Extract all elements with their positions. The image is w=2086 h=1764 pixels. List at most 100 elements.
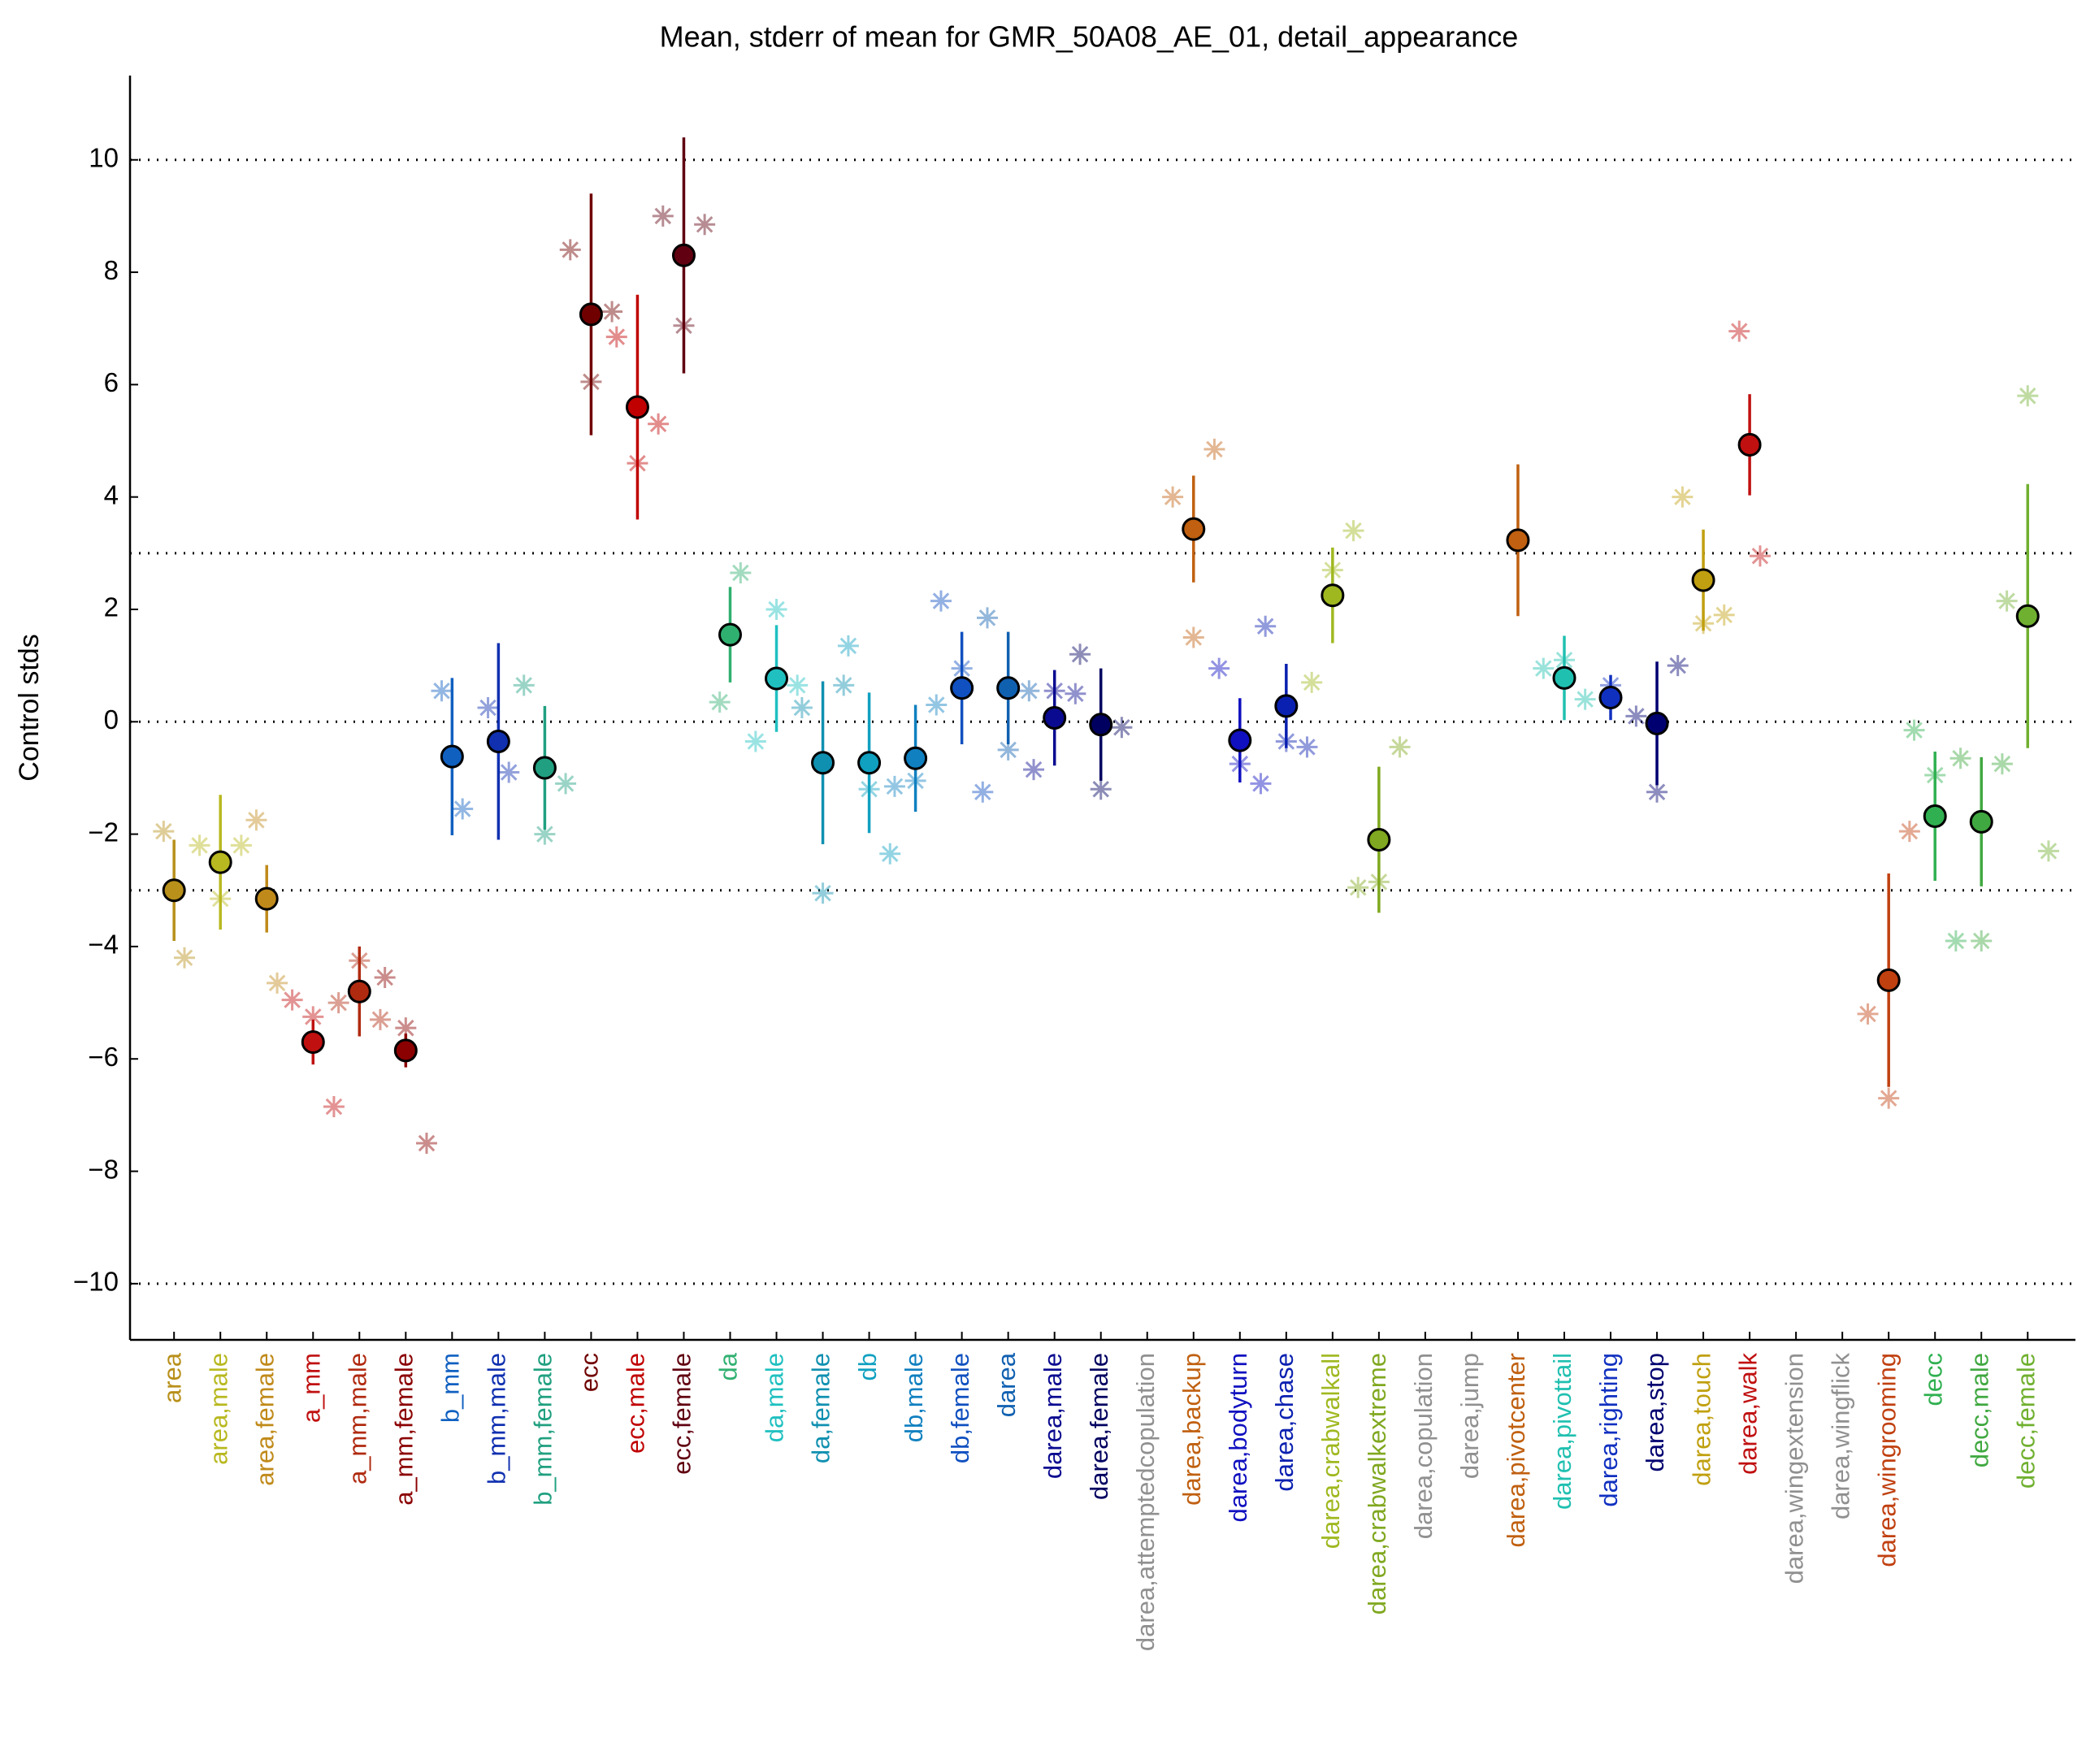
- point-star: [1949, 748, 1971, 769]
- y-tick-label: −8: [88, 1154, 119, 1184]
- point-star: [498, 761, 520, 783]
- x-tick-label: darea,backup: [1177, 1353, 1206, 1506]
- x-tick-label: a_mm: [297, 1353, 325, 1423]
- mean-marker: [301, 1029, 325, 1054]
- point-star: [1111, 717, 1133, 739]
- mean-marker: [393, 1038, 418, 1063]
- mean-marker: [1552, 665, 1576, 690]
- mean-marker: [1043, 705, 1067, 730]
- point-star: [1250, 773, 1272, 795]
- y-tick-label: −4: [88, 930, 119, 960]
- y-tick-label: −6: [88, 1042, 119, 1072]
- mean-marker: [579, 302, 603, 327]
- point-star: [1898, 821, 1920, 843]
- point-star: [395, 1017, 417, 1039]
- mean-marker: [1691, 568, 1715, 592]
- point-star: [972, 781, 994, 803]
- mean-marker: [625, 395, 649, 419]
- x-tick-label: darea,bodyturn: [1224, 1353, 1252, 1523]
- x-tick-label: ecc: [575, 1353, 604, 1392]
- point-star: [833, 674, 855, 696]
- point-star: [1208, 657, 1230, 679]
- point-star: [534, 823, 556, 845]
- x-tick-label: a_mm,male: [343, 1353, 371, 1484]
- mean-marker: [2015, 604, 2040, 628]
- mean-marker: [1506, 528, 1530, 553]
- mean-marker: [208, 850, 232, 874]
- mean-marker: [1228, 728, 1252, 752]
- x-tick-label: darea,chase: [1270, 1353, 1299, 1492]
- x-tick-label: darea,wingflick: [1826, 1353, 1854, 1520]
- point-star: [513, 674, 535, 696]
- y-axis-label: Control stds: [14, 634, 45, 781]
- point-star: [648, 413, 670, 435]
- x-tick-label: da,female: [807, 1353, 835, 1463]
- x-tick-label: darea,touch: [1687, 1353, 1715, 1486]
- point-star: [1672, 486, 1694, 508]
- mean-marker: [162, 878, 186, 903]
- point-star: [1749, 545, 1771, 567]
- point-star: [1342, 520, 1364, 542]
- x-tick-label: da,male: [761, 1353, 789, 1442]
- x-tick-label: darea,wingextension: [1780, 1353, 1808, 1584]
- point-star: [1182, 626, 1204, 648]
- point-star: [812, 882, 834, 904]
- point-star: [1162, 486, 1184, 508]
- point-star: [1945, 930, 1967, 951]
- mean-marker: [347, 979, 371, 1003]
- mean-marker: [718, 622, 743, 647]
- point-star: [977, 607, 998, 629]
- point-star: [1296, 736, 1318, 758]
- mean-marker: [1645, 711, 1669, 735]
- point-star: [926, 694, 948, 716]
- point-star: [302, 1006, 324, 1028]
- y-tick-label: 10: [89, 142, 119, 172]
- mean-marker: [254, 886, 279, 911]
- mean-marker: [1321, 583, 1345, 608]
- point-star: [559, 239, 581, 261]
- x-tick-label: darea,pivottail: [1548, 1353, 1576, 1510]
- x-tick-label: darea,attemptedcopulation: [1131, 1353, 1160, 1651]
- point-star: [791, 697, 813, 718]
- mean-marker: [1876, 968, 1901, 992]
- mean-marker: [811, 751, 835, 775]
- point-star: [374, 966, 396, 988]
- mean-marker: [1274, 694, 1299, 718]
- x-tick-label: decc: [1919, 1353, 1947, 1406]
- mean-marker: [996, 676, 1021, 700]
- point-star: [879, 843, 901, 865]
- x-tick-label: darea,crabwalkall: [1316, 1353, 1345, 1549]
- chart-title: Mean, stderr of mean for GMR_50A08_AE_01…: [660, 20, 1519, 54]
- point-star: [730, 562, 752, 584]
- y-tick-label: −10: [73, 1267, 119, 1297]
- point-star: [1991, 753, 2013, 775]
- point-star: [1996, 590, 2018, 612]
- mean-marker: [857, 751, 882, 775]
- point-star: [281, 989, 303, 1011]
- point-star: [1023, 759, 1045, 781]
- point-star: [1625, 705, 1647, 727]
- point-star: [415, 1132, 437, 1154]
- point-star: [189, 834, 210, 856]
- mean-marker: [1969, 809, 1993, 834]
- mean-marker: [1367, 828, 1391, 852]
- mean-marker: [532, 756, 557, 780]
- point-star: [1090, 778, 1112, 800]
- point-star: [1203, 438, 1225, 460]
- point-star: [1646, 781, 1668, 803]
- mean-marker: [765, 666, 789, 691]
- point-star: [744, 730, 766, 752]
- point-star: [709, 691, 731, 713]
- point-star: [1857, 1003, 1879, 1025]
- x-tick-label: darea,crabwalkextreme: [1363, 1353, 1391, 1614]
- point-star: [1347, 877, 1369, 899]
- mean-marker: [950, 676, 974, 700]
- point-star: [555, 773, 577, 795]
- x-tick-label: darea,pivotcenter: [1502, 1353, 1530, 1548]
- point-star: [477, 697, 499, 718]
- point-star: [1728, 320, 1750, 342]
- point-star: [930, 590, 952, 612]
- point-star: [369, 1008, 391, 1030]
- x-tick-label: darea,walk: [1733, 1353, 1762, 1475]
